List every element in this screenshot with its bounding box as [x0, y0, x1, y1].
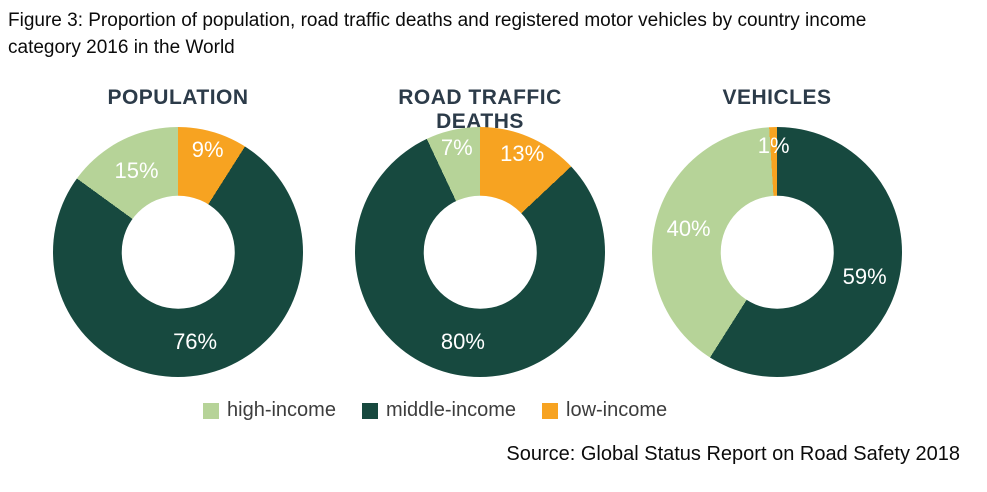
- donut-hole: [720, 195, 834, 309]
- slice-label-high-income: 15%: [114, 157, 159, 183]
- legend-item-high-income: high-income: [203, 399, 336, 422]
- slice-label-middle-income: 80%: [440, 328, 485, 354]
- legend-item-middle-income: middle-income: [361, 399, 517, 422]
- donut-hole: [121, 195, 235, 309]
- legend: high-income middle-income low-income: [203, 399, 667, 422]
- middle-income-swatch: [361, 402, 378, 419]
- slice-label-low-income: 9%: [191, 136, 224, 162]
- slice-label-middle-income: 59%: [842, 264, 887, 290]
- legend-label-high-income: high-income: [227, 399, 336, 421]
- legend-label-low-income: low-income: [566, 399, 668, 421]
- chart-population: POPULATION 9% 76% 15%: [53, 86, 303, 377]
- high-income-swatch: [203, 402, 219, 419]
- vehicles-donut: 59% 40% 1%: [652, 127, 902, 377]
- slice-label-low-income: 1%: [757, 132, 790, 158]
- figure-caption: Figure 3: Proportion of population, road…: [8, 7, 958, 61]
- chart-title-population: POPULATION: [107, 86, 249, 109]
- chart-title-road-traffic-deaths: ROAD TRAFFIC DEATHS: [398, 86, 562, 133]
- chart-vehicles: VEHICLES 59% 40% 1%: [652, 86, 902, 377]
- low-income-swatch: [542, 402, 559, 419]
- slice-label-high-income: 7%: [440, 135, 473, 161]
- slice-label-middle-income: 76%: [173, 328, 218, 354]
- legend-item-low-income: low-income: [542, 399, 667, 422]
- donut-hole: [423, 195, 537, 309]
- figure-caption-line-2: category 2016 in the World: [8, 37, 235, 58]
- source-note: Source: Global Status Report on Road Saf…: [506, 443, 960, 465]
- chart-road-traffic-deaths: ROAD TRAFFIC DEATHS 13% 80% 7%: [355, 86, 605, 377]
- figure-caption-line-1: Figure 3: Proportion of population, road…: [8, 10, 867, 31]
- road-traffic-deaths-donut: 13% 80% 7%: [355, 127, 605, 377]
- chart-title-vehicles: VEHICLES: [722, 86, 832, 109]
- slice-label-low-income: 13%: [500, 141, 545, 167]
- legend-label-middle-income: middle-income: [385, 399, 517, 421]
- population-donut: 9% 76% 15%: [53, 127, 303, 377]
- slice-label-high-income: 40%: [666, 216, 711, 242]
